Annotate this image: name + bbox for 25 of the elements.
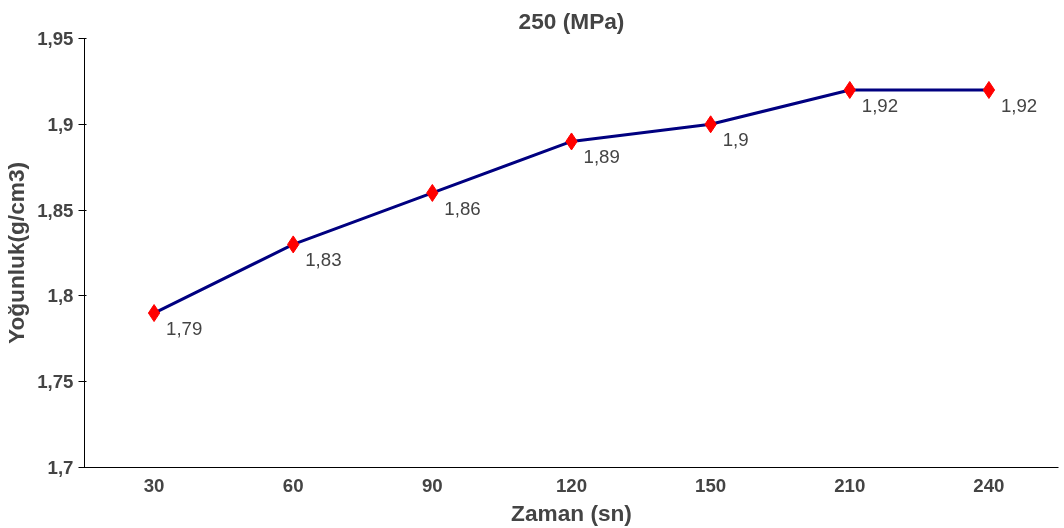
x-tick-label: 30 [143,474,165,496]
data-label: 1,79 [166,318,203,340]
data-label: 1,92 [1000,94,1038,116]
y-tick-label: 1,95 [37,28,74,49]
point [982,80,996,99]
data-label: 1,86 [444,197,481,219]
y-tick-label: 1,7 [47,457,74,478]
x-tick-label: 150 [695,474,727,496]
x-axis-title: Zaman (sn) [511,499,632,526]
point [147,304,161,323]
y-tick-label: 1,75 [37,371,74,393]
chart-title: 250 (MPa) [518,7,625,34]
data-label: 1,9 [722,129,749,151]
x-tick-label: 240 [973,474,1005,496]
data-label: 1,83 [305,249,342,271]
data-label: 1,89 [583,146,620,168]
y-tick-label: 1,8 [47,285,74,307]
x-tick-label: 120 [555,474,588,496]
x-tick-label: 60 [282,474,304,496]
data-label: 1,92 [861,94,899,116]
x-tick-label: 210 [834,474,866,496]
y-tick-label: 1,9 [47,113,74,135]
y-axis-title: Yoğunluk(g/cm3) [3,161,30,345]
x-tick-label: 90 [421,474,443,496]
y-tick-label: 1,85 [37,199,74,221]
